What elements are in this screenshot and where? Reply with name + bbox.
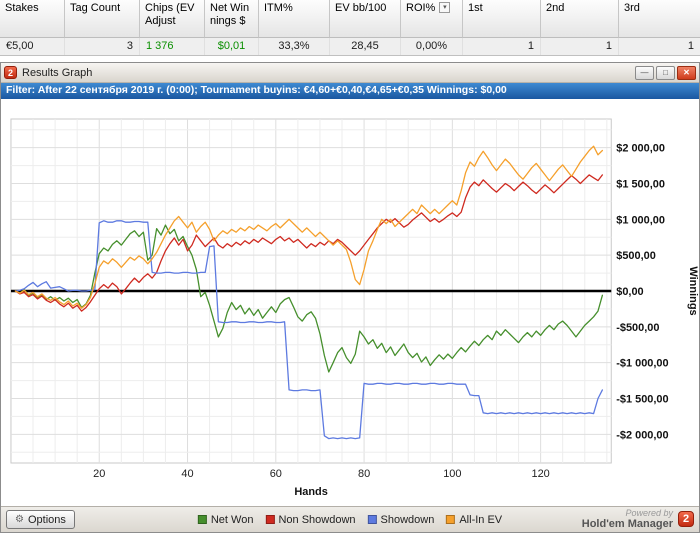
close-button[interactable]: ✕	[677, 65, 696, 80]
stat-stakes: €5,00	[0, 38, 65, 55]
filter-bar[interactable]: Filter: After 22 сентября 2019 г. (0:00)…	[1, 83, 699, 99]
svg-text:$1 000,00: $1 000,00	[616, 214, 665, 226]
svg-text:-$2 000,00: -$2 000,00	[616, 429, 668, 441]
window-controls: — □ ✕	[635, 65, 696, 80]
stat-1st: 1	[463, 38, 541, 55]
maximize-button[interactable]: □	[656, 65, 675, 80]
stat-3rd: 1	[619, 38, 700, 55]
svg-text:$2 000,00: $2 000,00	[616, 143, 665, 155]
options-button[interactable]: ⚙ Options	[6, 510, 75, 529]
stat-2nd: 1	[541, 38, 619, 55]
results-chart: 20 40 60 80 100 120 $2 000,00 $1 500,00 $1 000,0…	[1, 99, 699, 506]
footer-bar: ⚙ Options Net Won Non Showdown Showdown All…	[1, 506, 699, 532]
column-header-itm[interactable]: ITM%	[259, 0, 330, 38]
legend-label: All-In EV	[459, 513, 503, 526]
stats-data-row[interactable]: €5,00 3 1 376 $0,01 33,3% 28,45 0,00% 1 …	[0, 38, 700, 55]
legend-item-showdown[interactable]: Showdown	[367, 513, 435, 526]
stat-net-winnings: $0,01	[205, 38, 259, 55]
svg-text:Winnings: Winnings	[687, 266, 699, 315]
svg-text:Hands: Hands	[294, 486, 327, 498]
legend-swatch	[367, 515, 377, 524]
powered-by-text: Powered by Hold'em Manager	[581, 507, 673, 531]
window-title: Results Graph	[22, 66, 93, 79]
legend-item-net-won[interactable]: Net Won	[197, 513, 254, 526]
legend-label: Showdown	[380, 513, 435, 526]
options-gear-icon: ⚙	[15, 513, 24, 525]
powered-by-label: Powered by	[625, 507, 673, 518]
column-header-1st[interactable]: 1st	[463, 0, 541, 38]
svg-text:40: 40	[181, 468, 193, 480]
svg-text:100: 100	[443, 468, 461, 480]
legend-label: Net Won	[210, 513, 254, 526]
svg-text:-$1 500,00: -$1 500,00	[616, 393, 668, 405]
powered-by-block: Powered by Hold'em Manager 2	[581, 507, 694, 531]
column-header-roi[interactable]: ROI% ▾	[401, 0, 463, 38]
svg-text:-$500,00: -$500,00	[616, 322, 659, 334]
svg-text:$500,00: $500,00	[616, 250, 656, 262]
legend-item-all-in-ev[interactable]: All-In EV	[446, 514, 502, 526]
column-header-stakes[interactable]: Stakes	[0, 0, 65, 38]
column-header-2nd[interactable]: 2nd	[541, 0, 619, 38]
svg-text:$1 500,00: $1 500,00	[616, 178, 665, 190]
legend-swatch	[446, 515, 456, 524]
stat-chips-ev-adjust: 1 376	[140, 38, 205, 55]
legend-swatch	[197, 515, 207, 524]
svg-text:$0,00: $0,00	[616, 286, 643, 298]
options-label: Options	[27, 513, 66, 526]
stat-itm: 33,3%	[259, 38, 330, 55]
titlebar[interactable]: 2 Results Graph — □ ✕	[1, 63, 699, 83]
svg-text:20: 20	[93, 468, 105, 480]
column-header-net-winnings[interactable]: Net Winnings $	[205, 0, 259, 38]
stat-tag-count: 3	[65, 38, 140, 55]
column-header-tag-count[interactable]: Tag Count	[65, 0, 140, 38]
svg-text:80: 80	[358, 468, 370, 480]
results-graph-window: 2 Results Graph — □ ✕ Filter: After 22 с…	[0, 62, 700, 533]
column-header-3rd[interactable]: 3rd	[619, 0, 700, 38]
legend-swatch	[265, 515, 275, 524]
stats-header-row: Stakes Tag Count Chips (EV Adjust Net Wi…	[0, 0, 700, 38]
stat-ev-bb100: 28,45	[330, 38, 401, 55]
hm2-brand-icon: 2	[678, 511, 694, 528]
svg-text:-$1 000,00: -$1 000,00	[616, 358, 668, 370]
column-header-chips-ev-adjust[interactable]: Chips (EV Adjust	[140, 0, 205, 38]
roi-dropdown-icon[interactable]: ▾	[439, 2, 451, 13]
stat-roi: 0,00%	[401, 38, 463, 55]
stats-table: Stakes Tag Count Chips (EV Adjust Net Wi…	[0, 0, 700, 56]
chart-legend: Net Won Non Showdown Showdown All-In EV	[197, 513, 502, 526]
svg-text:120: 120	[531, 468, 549, 480]
legend-label: Non Showdown	[278, 513, 356, 526]
svg-text:60: 60	[270, 468, 282, 480]
column-header-roi-label: ROI%	[406, 2, 436, 14]
brand-label: Hold'em Manager	[581, 518, 673, 531]
legend-item-non-showdown[interactable]: Non Showdown	[265, 513, 356, 526]
hm2-window-icon: 2	[4, 66, 17, 79]
minimize-button[interactable]: —	[635, 65, 654, 80]
column-header-ev-bb100[interactable]: EV bb/100	[330, 0, 401, 38]
chart-canvas: 20 40 60 80 100 120 $2 000,00 $1 500,00 $1 000,0…	[10, 118, 699, 498]
